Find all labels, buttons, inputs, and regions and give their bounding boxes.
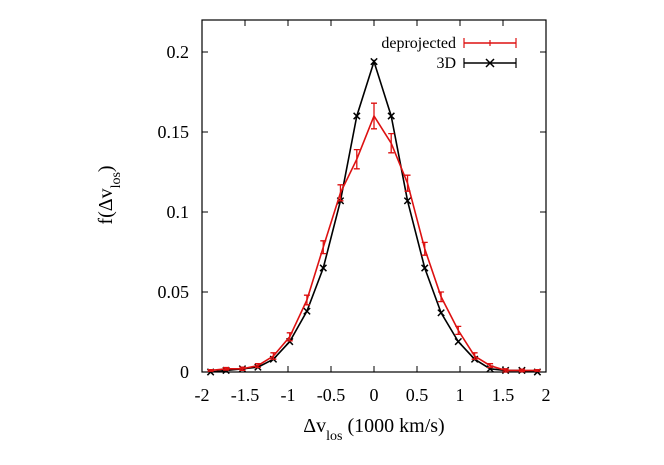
y-axis-title-sub: los <box>109 172 124 188</box>
point-3d <box>437 309 445 317</box>
legend-label-3d: 3D <box>436 55 456 72</box>
errorbar-deprojected <box>303 294 310 306</box>
x-axis-title: Δvlos (1000 km/s) <box>303 415 444 444</box>
errorbar-deprojected <box>487 363 494 369</box>
errorbar-deprojected <box>337 184 344 202</box>
errorbar-deprojected <box>438 291 445 303</box>
y-tick-label: 0.05 <box>158 282 190 302</box>
legend-marker-3d <box>485 58 495 68</box>
point-3d <box>421 264 429 272</box>
x-tick-label: 1.5 <box>492 385 515 405</box>
point-3d <box>454 337 463 346</box>
plot-frame <box>201 19 547 373</box>
point-3d <box>303 307 311 315</box>
series-layer <box>206 57 542 376</box>
errorbar-deprojected <box>254 363 261 369</box>
errorbar-deprojected <box>320 240 327 255</box>
errorbar-deprojected <box>270 352 277 360</box>
errorbar-deprojected <box>388 132 395 154</box>
errorbar-deprojected <box>371 102 377 130</box>
errorbar-deprojected <box>223 366 230 371</box>
x-tick-label: 1 <box>456 385 465 405</box>
y-tick-label: 0.1 <box>167 202 190 222</box>
point-3d <box>319 264 327 272</box>
errorbar-deprojected <box>471 352 478 360</box>
point-3d <box>370 57 378 66</box>
point-3d <box>353 112 361 120</box>
x-tick-label: 0.5 <box>406 385 429 405</box>
x-axis-title-sub: los <box>326 429 342 444</box>
y-axis-title-prefix: f(Δv <box>95 188 117 224</box>
x-axis-title-units: (1000 km/s) <box>343 415 445 437</box>
errorbar-deprojected <box>286 332 293 342</box>
point-3d <box>387 112 395 120</box>
x-tick-label: -2 <box>195 385 210 405</box>
point-3d <box>403 197 412 205</box>
y-tick-label: 0.15 <box>158 122 190 142</box>
x-tick-label: -1 <box>281 385 296 405</box>
x-axis-title-main: Δv <box>303 415 326 437</box>
x-tick-label: 2 <box>542 385 551 405</box>
errorbar-deprojected <box>421 241 428 256</box>
errorbar-deprojected <box>455 325 462 336</box>
series-line-deprojected <box>210 114 538 372</box>
errorbar-deprojected <box>518 368 525 373</box>
x-tick-label: -0.5 <box>317 385 346 405</box>
y-axis-title: f(Δvlos) <box>95 165 124 224</box>
x-tick-label: 0 <box>370 385 379 405</box>
ticks-layer: -2 -1.5 -1 -0.5 0 0.5 1 1.5 2 0 0.05 0.1 0.15 0.2 <box>158 20 551 405</box>
errorbar-deprojected <box>207 368 214 372</box>
y-tick-label: 0 <box>180 362 189 382</box>
errorbar-deprojected <box>353 148 360 170</box>
y-axis-title-suffix: ) <box>95 165 117 172</box>
legend: deprojected 3D <box>381 35 517 72</box>
errorbar-deprojected <box>404 174 411 192</box>
errorbar-deprojected <box>534 368 541 372</box>
legend-label-deprojected: deprojected <box>381 35 456 52</box>
errorbar-deprojected <box>239 366 246 372</box>
y-tick-label: 0.2 <box>167 42 190 62</box>
errorbar-deprojected <box>502 368 509 373</box>
x-tick-label: -1.5 <box>231 385 260 405</box>
